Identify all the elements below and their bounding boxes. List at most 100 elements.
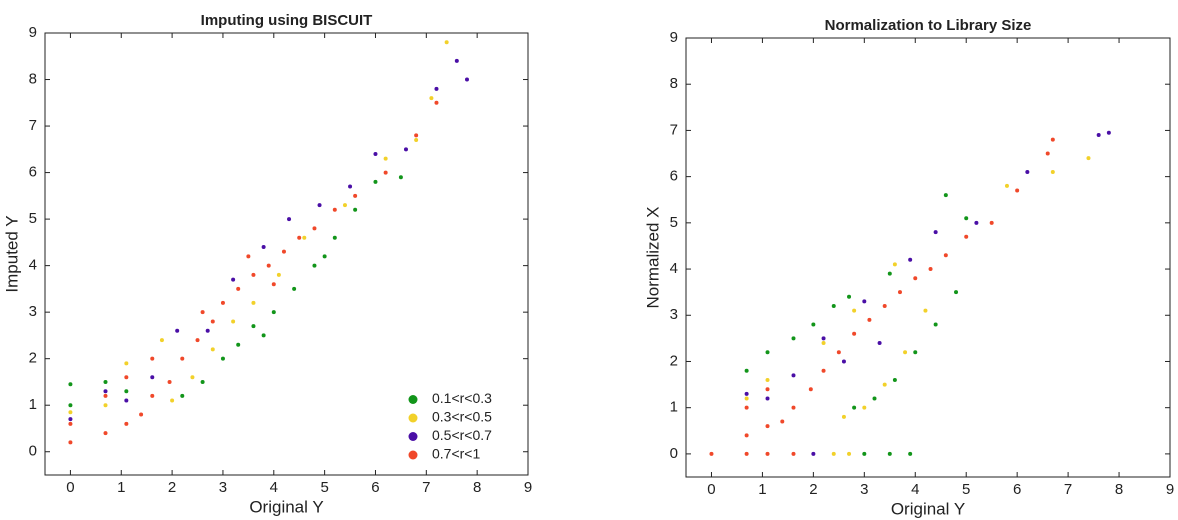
legend-label: 0.3<r<0.5 — [432, 409, 492, 425]
y-tick-label: 0 — [670, 445, 678, 462]
y-tick-label: 2 — [670, 352, 678, 369]
point — [831, 304, 836, 309]
y-tick-label: 2 — [29, 350, 37, 367]
point — [1015, 188, 1020, 193]
point — [444, 40, 449, 45]
point — [852, 308, 857, 313]
point — [205, 328, 210, 333]
point — [780, 419, 785, 424]
y-tick-label: 4 — [670, 260, 678, 277]
point — [332, 207, 337, 212]
point — [903, 350, 908, 355]
point — [342, 203, 347, 208]
plot-frame — [685, 37, 1171, 478]
point — [261, 245, 266, 250]
point — [68, 403, 73, 408]
point — [464, 77, 469, 82]
point — [892, 377, 897, 382]
point — [791, 336, 796, 341]
point — [434, 100, 439, 105]
chart: Imputing using BISCUIT Original Y Imputed … — [2, 12, 532, 517]
chart-title: Imputing using BISCUIT — [201, 12, 373, 29]
point — [808, 387, 813, 392]
point — [1096, 133, 1101, 138]
point — [877, 340, 882, 345]
point — [454, 58, 459, 63]
point — [791, 451, 796, 456]
point — [236, 342, 241, 347]
y-tick-label: 7 — [29, 117, 37, 134]
x-tick-label: 9 — [1166, 481, 1174, 498]
point — [150, 393, 155, 398]
point — [989, 220, 994, 225]
point — [811, 451, 816, 456]
point — [150, 375, 155, 380]
point — [251, 324, 256, 329]
point — [913, 276, 918, 281]
point — [124, 389, 129, 394]
point — [322, 254, 327, 259]
point — [852, 331, 857, 336]
point — [353, 193, 358, 198]
point — [933, 322, 938, 327]
point — [231, 319, 236, 324]
point — [246, 254, 251, 259]
point — [312, 226, 317, 231]
point — [744, 391, 749, 396]
point — [928, 267, 933, 272]
point — [964, 216, 969, 221]
point — [744, 405, 749, 410]
point — [167, 379, 172, 384]
point — [862, 451, 867, 456]
point — [271, 310, 276, 315]
point — [841, 414, 846, 419]
point — [429, 96, 434, 101]
point — [373, 179, 378, 184]
x-tick-label: 0 — [66, 479, 74, 496]
point — [68, 440, 73, 445]
point — [882, 382, 887, 387]
point — [811, 322, 816, 327]
point — [383, 156, 388, 161]
point — [103, 403, 108, 408]
point — [1050, 170, 1055, 175]
x-tick-label: 8 — [473, 479, 481, 496]
y-tick-label: 6 — [29, 164, 37, 181]
point — [897, 290, 902, 295]
y-tick-label: 0 — [29, 443, 37, 460]
point — [791, 373, 796, 378]
point — [887, 271, 892, 276]
legend: 0.1<r<0.3 0.3<r<0.5 0.5<r<0.7 0.7<r<1 — [408, 390, 492, 462]
point — [414, 138, 419, 143]
legend-marker — [408, 450, 418, 460]
legend-marker — [408, 432, 418, 441]
chart-title: Normalization to Library Size — [825, 17, 1032, 34]
point — [195, 338, 200, 343]
point — [744, 396, 749, 401]
point — [887, 451, 892, 456]
x-tick-label: 3 — [219, 479, 227, 496]
point — [210, 347, 215, 352]
point — [276, 272, 281, 277]
x-tick-label: 5 — [320, 479, 328, 496]
point — [892, 262, 897, 267]
x-tick-label: 6 — [1013, 481, 1021, 498]
point — [281, 249, 286, 254]
point — [302, 235, 307, 240]
point — [821, 368, 826, 373]
point — [933, 230, 938, 235]
point — [124, 361, 129, 366]
x-tick-label: 8 — [1115, 481, 1123, 498]
point — [292, 286, 297, 291]
legend-marker — [408, 413, 418, 423]
point — [821, 340, 826, 345]
x-axis-label: Original Y — [891, 499, 965, 518]
point — [353, 207, 358, 212]
point — [170, 398, 175, 403]
chart: Normalization to Library Size Original Y N… — [643, 17, 1174, 519]
point — [908, 451, 913, 456]
y-tick-label: 1 — [670, 399, 678, 416]
point — [180, 393, 185, 398]
x-tick-label: 6 — [371, 479, 379, 496]
